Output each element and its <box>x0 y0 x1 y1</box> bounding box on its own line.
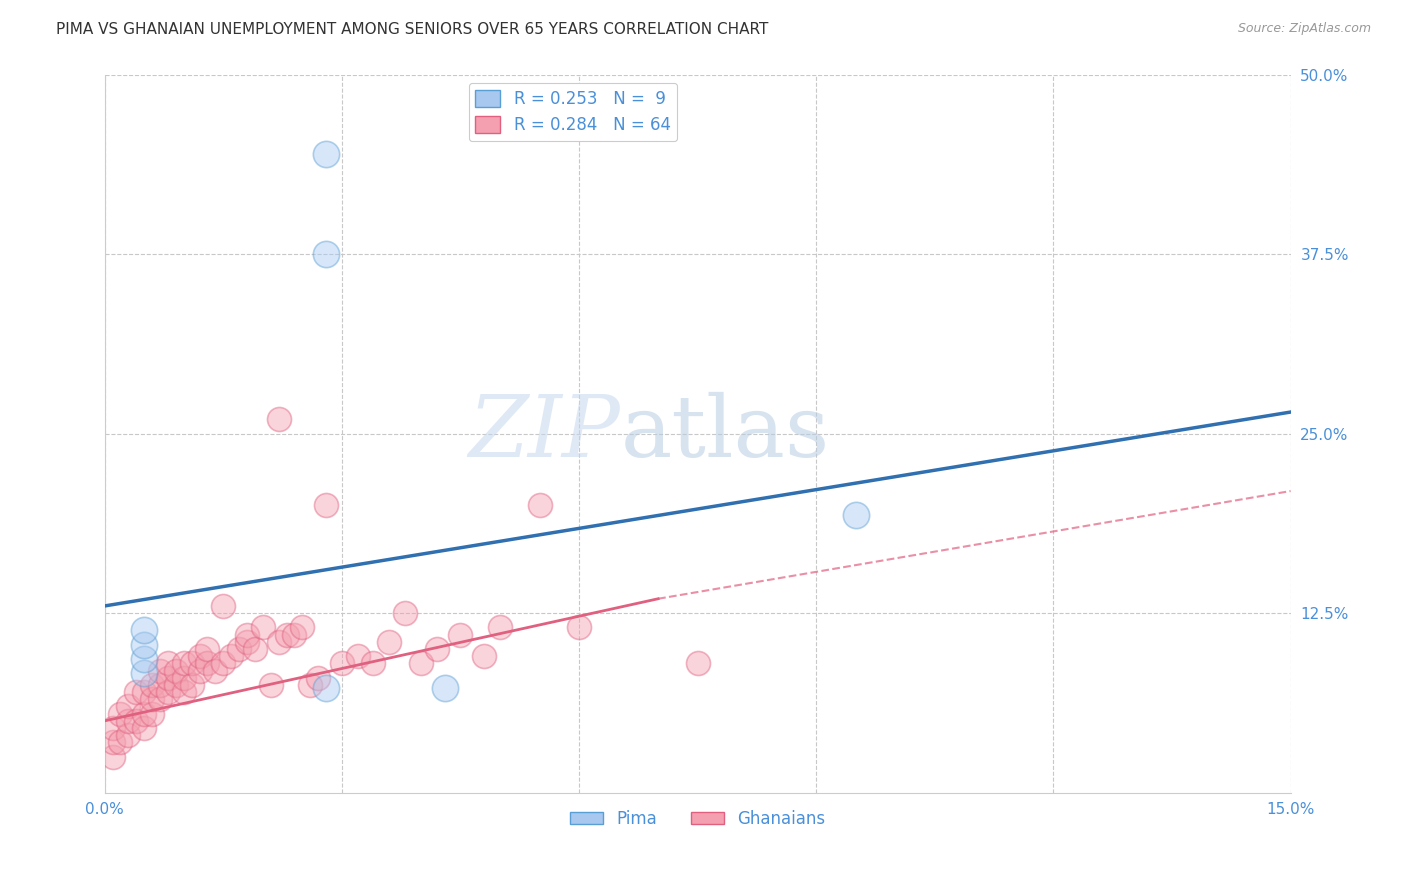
Text: atlas: atlas <box>620 392 830 475</box>
Point <box>529 499 551 513</box>
Point <box>141 692 163 706</box>
Point <box>134 638 156 652</box>
Point <box>236 628 259 642</box>
Point <box>117 714 139 728</box>
Point <box>101 749 124 764</box>
Point <box>686 657 709 671</box>
Point <box>449 628 471 642</box>
Point <box>173 671 195 685</box>
Point <box>156 657 179 671</box>
Point <box>141 678 163 692</box>
Point <box>845 508 868 523</box>
Point <box>315 499 337 513</box>
Text: Source: ZipAtlas.com: Source: ZipAtlas.com <box>1237 22 1371 36</box>
Point <box>125 685 148 699</box>
Point <box>173 657 195 671</box>
Point <box>134 624 156 638</box>
Point <box>394 606 416 620</box>
Point <box>252 620 274 634</box>
Point <box>149 664 172 678</box>
Point <box>110 706 132 721</box>
Point <box>188 649 211 664</box>
Point <box>433 681 456 695</box>
Point <box>267 412 290 426</box>
Point <box>134 706 156 721</box>
Point <box>117 728 139 742</box>
Point <box>173 685 195 699</box>
Point <box>299 678 322 692</box>
Point <box>315 681 337 695</box>
Point <box>134 721 156 735</box>
Point <box>472 649 495 664</box>
Point <box>188 664 211 678</box>
Point <box>315 247 337 261</box>
Point <box>568 620 591 634</box>
Point <box>110 735 132 749</box>
Point <box>134 685 156 699</box>
Point <box>101 721 124 735</box>
Point <box>228 642 250 657</box>
Point <box>276 628 298 642</box>
Point <box>346 649 368 664</box>
Point <box>197 642 219 657</box>
Point <box>134 652 156 666</box>
Point <box>149 678 172 692</box>
Point <box>197 657 219 671</box>
Point <box>180 678 202 692</box>
Point <box>307 671 329 685</box>
Text: ZIP: ZIP <box>468 392 620 475</box>
Point <box>330 657 353 671</box>
Point <box>315 146 337 161</box>
Point <box>409 657 432 671</box>
Point <box>165 678 187 692</box>
Legend: Pima, Ghanaians: Pima, Ghanaians <box>564 804 832 835</box>
Point <box>267 635 290 649</box>
Point <box>236 635 259 649</box>
Point <box>117 699 139 714</box>
Point <box>212 657 235 671</box>
Point <box>165 664 187 678</box>
Point <box>260 678 283 692</box>
Point <box>426 642 449 657</box>
Point <box>212 599 235 613</box>
Text: PIMA VS GHANAIAN UNEMPLOYMENT AMONG SENIORS OVER 65 YEARS CORRELATION CHART: PIMA VS GHANAIAN UNEMPLOYMENT AMONG SENI… <box>56 22 769 37</box>
Point <box>180 657 202 671</box>
Point <box>283 628 305 642</box>
Point <box>204 664 226 678</box>
Point <box>378 635 401 649</box>
Point <box>134 666 156 681</box>
Point <box>291 620 314 634</box>
Point <box>219 649 242 664</box>
Point <box>141 706 163 721</box>
Point <box>363 657 385 671</box>
Point <box>149 692 172 706</box>
Point <box>101 735 124 749</box>
Point <box>243 642 266 657</box>
Point <box>156 685 179 699</box>
Point <box>125 714 148 728</box>
Point <box>489 620 512 634</box>
Point <box>156 671 179 685</box>
